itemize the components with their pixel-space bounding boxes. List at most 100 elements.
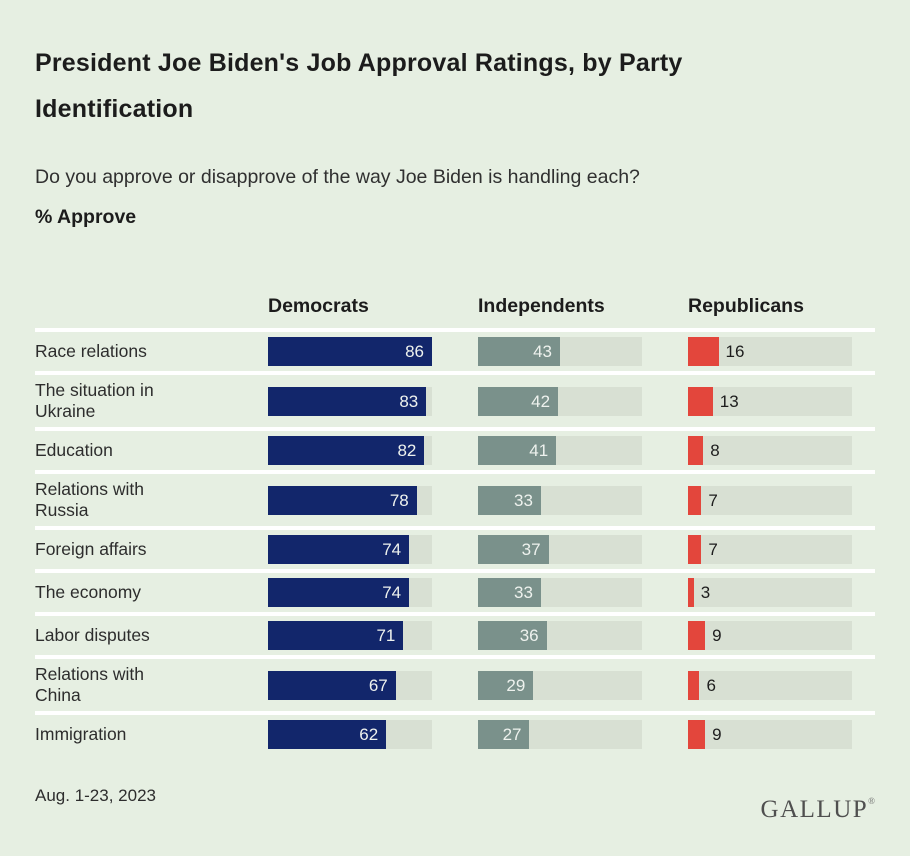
- democrats-cell: 83: [268, 386, 432, 416]
- republicans-bar-track: 8: [688, 436, 852, 465]
- democrats-bar: 74: [268, 535, 410, 564]
- category-label: Race relations: [35, 341, 147, 361]
- democrats-cell: 74: [268, 535, 432, 564]
- democrats-bar-track: 71: [268, 621, 432, 650]
- gallup-logo: GALLUP®: [761, 796, 875, 824]
- republicans-bar: [688, 436, 704, 465]
- democrats-value: 71: [376, 626, 396, 645]
- republicans-bar: [688, 535, 702, 564]
- independents-bar: 41: [478, 436, 557, 465]
- republicans-bar-track: 9: [688, 621, 852, 650]
- independents-bar: 33: [478, 578, 541, 607]
- independents-cell: 33: [478, 578, 642, 607]
- independents-bar-track: 42: [478, 386, 642, 416]
- democrats-value: 62: [359, 725, 379, 744]
- approval-bar-chart: Democrats Independents Republicans Race …: [35, 295, 875, 754]
- independents-bar: 43: [478, 337, 560, 366]
- independents-cell: 42: [478, 386, 642, 416]
- independents-bar-track: 33: [478, 485, 642, 515]
- independents-bar-track: 29: [478, 670, 642, 700]
- independents-bar-track: 37: [478, 535, 642, 564]
- republicans-cell: 13: [688, 386, 852, 416]
- independents-bar-track: 33: [478, 578, 642, 607]
- chart-row: Relations with China 67 29 6: [35, 655, 875, 711]
- democrats-bar-track: 83: [268, 386, 432, 416]
- independents-value: 41: [529, 441, 549, 460]
- independents-bar: 37: [478, 535, 549, 564]
- independents-bar-track: 43: [478, 337, 642, 366]
- republicans-cell: 9: [688, 621, 852, 650]
- democrats-bar: 74: [268, 578, 410, 607]
- democrats-cell: 86: [268, 337, 432, 366]
- category-label: The situation in Ukraine: [35, 380, 154, 421]
- democrats-cell: 78: [268, 485, 432, 515]
- category-label: Relations with China: [35, 664, 144, 705]
- metric-label: % Approve: [35, 206, 137, 228]
- category-label: Education: [35, 440, 113, 460]
- republicans-bar: [688, 386, 713, 416]
- independents-bar: 27: [478, 720, 530, 749]
- independents-value: 43: [533, 342, 552, 361]
- republicans-value: 9: [712, 626, 722, 645]
- republicans-bar: [688, 485, 702, 515]
- republicans-value: 13: [719, 391, 739, 411]
- republicans-cell: 7: [688, 535, 852, 564]
- republicans-value: 8: [710, 441, 720, 460]
- democrats-value: 83: [399, 391, 419, 411]
- independents-cell: 29: [478, 670, 642, 700]
- democrats-bar: 71: [268, 621, 404, 650]
- democrats-bar-track: 78: [268, 485, 432, 515]
- republicans-bar-track: 7: [688, 535, 852, 564]
- independents-cell: 33: [478, 485, 642, 515]
- chart-row: Immigration 62 27 9: [35, 711, 875, 754]
- independents-value: 27: [502, 725, 522, 744]
- democrats-bar-track: 74: [268, 578, 432, 607]
- column-header-row: Democrats Independents Republicans: [35, 295, 875, 318]
- chart-row: The economy 74 33 3: [35, 569, 875, 612]
- democrats-bar: 62: [268, 720, 387, 749]
- republicans-value: 6: [706, 675, 716, 695]
- democrats-value: 74: [382, 540, 402, 559]
- democrats-value: 82: [397, 441, 417, 460]
- democrats-bar-track: 67: [268, 670, 432, 700]
- democrats-bar-track: 82: [268, 436, 432, 465]
- independents-value: 42: [531, 391, 551, 411]
- chart-row: Education 82 41 8: [35, 427, 875, 470]
- republicans-bar: [688, 720, 706, 749]
- independents-value: 29: [506, 675, 526, 695]
- category-label: Foreign affairs: [35, 539, 147, 559]
- independents-cell: 43: [478, 337, 642, 366]
- independents-cell: 27: [478, 720, 642, 749]
- democrats-cell: 71: [268, 621, 432, 650]
- republicans-value: 9: [712, 725, 722, 744]
- republicans-bar: [688, 578, 694, 607]
- independents-bar: 33: [478, 485, 541, 515]
- republicans-bar-track: 6: [688, 670, 852, 700]
- republicans-value: 7: [708, 540, 718, 559]
- independents-value: 33: [514, 583, 533, 602]
- democrats-bar-track: 62: [268, 720, 432, 749]
- democrats-cell: 82: [268, 436, 432, 465]
- democrats-bar-track: 74: [268, 535, 432, 564]
- chart-title: President Joe Biden's Job Approval Ratin…: [35, 49, 683, 123]
- chart-row: Race relations 86 43 16: [35, 328, 875, 371]
- republicans-cell: 7: [688, 485, 852, 515]
- republicans-value: 3: [700, 583, 711, 602]
- category-label: Relations with Russia: [35, 479, 144, 520]
- independents-cell: 36: [478, 621, 642, 650]
- chart-row: Relations with Russia 78 33 7: [35, 470, 875, 526]
- independents-cell: 41: [478, 436, 642, 465]
- democrats-bar: 82: [268, 436, 425, 465]
- republicans-bar-track: 9: [688, 720, 852, 749]
- chart-row: The situation in Ukraine 83 42 13: [35, 371, 875, 427]
- republicans-cell: 9: [688, 720, 852, 749]
- independents-bar-track: 27: [478, 720, 642, 749]
- category-label: The economy: [35, 582, 142, 602]
- republicans-value: 7: [708, 490, 718, 510]
- independents-bar: 36: [478, 621, 547, 650]
- democrats-bar: 67: [268, 670, 396, 700]
- independents-bar: 42: [478, 386, 559, 416]
- democrats-bar: 78: [268, 485, 417, 515]
- republicans-cell: 3: [688, 578, 852, 607]
